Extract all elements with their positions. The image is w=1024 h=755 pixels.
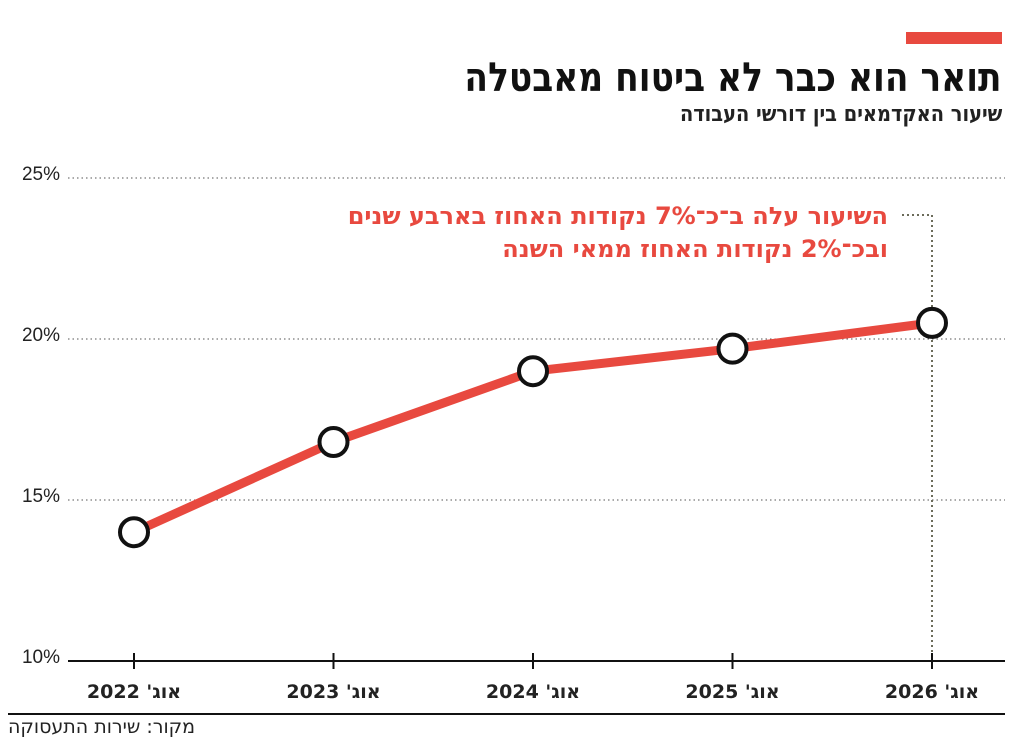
annotation-text: השיעור עלה ב־כ־7% נקודות האחוז בארבע שני… xyxy=(348,202,888,230)
chart-subtitle: שיעור האקדמאים בין דורשי העבודה xyxy=(679,102,1002,127)
source-note: מקור: שירות התעסוקה xyxy=(8,716,196,738)
data-point xyxy=(118,516,150,549)
annotation-text: ובכ־2% נקודות האחוז ממאי השנה xyxy=(502,235,888,263)
data-point xyxy=(916,306,948,339)
x-tick-label: אוג' 2026 xyxy=(885,681,979,703)
accent-bar xyxy=(906,32,1002,44)
x-tick-label: אוג' 2025 xyxy=(685,681,779,703)
x-tick-label: אוג' 2023 xyxy=(286,681,380,703)
series-line xyxy=(129,318,937,537)
x-tick-label: אוג' 2024 xyxy=(486,681,580,703)
x-tick-label: אוג' 2022 xyxy=(87,681,181,703)
y-tick-label: 10% xyxy=(22,647,60,668)
y-tick-label: 15% xyxy=(22,486,60,507)
y-tick-label: 20% xyxy=(22,325,60,346)
data-point xyxy=(716,332,749,365)
y-tick-label: 25% xyxy=(22,164,60,185)
annotation-leader xyxy=(902,214,933,661)
data-point xyxy=(317,426,350,459)
data-point xyxy=(517,355,549,388)
chart-title: תואר הוא כבר לא ביטוח מאבטלה xyxy=(464,55,1002,101)
